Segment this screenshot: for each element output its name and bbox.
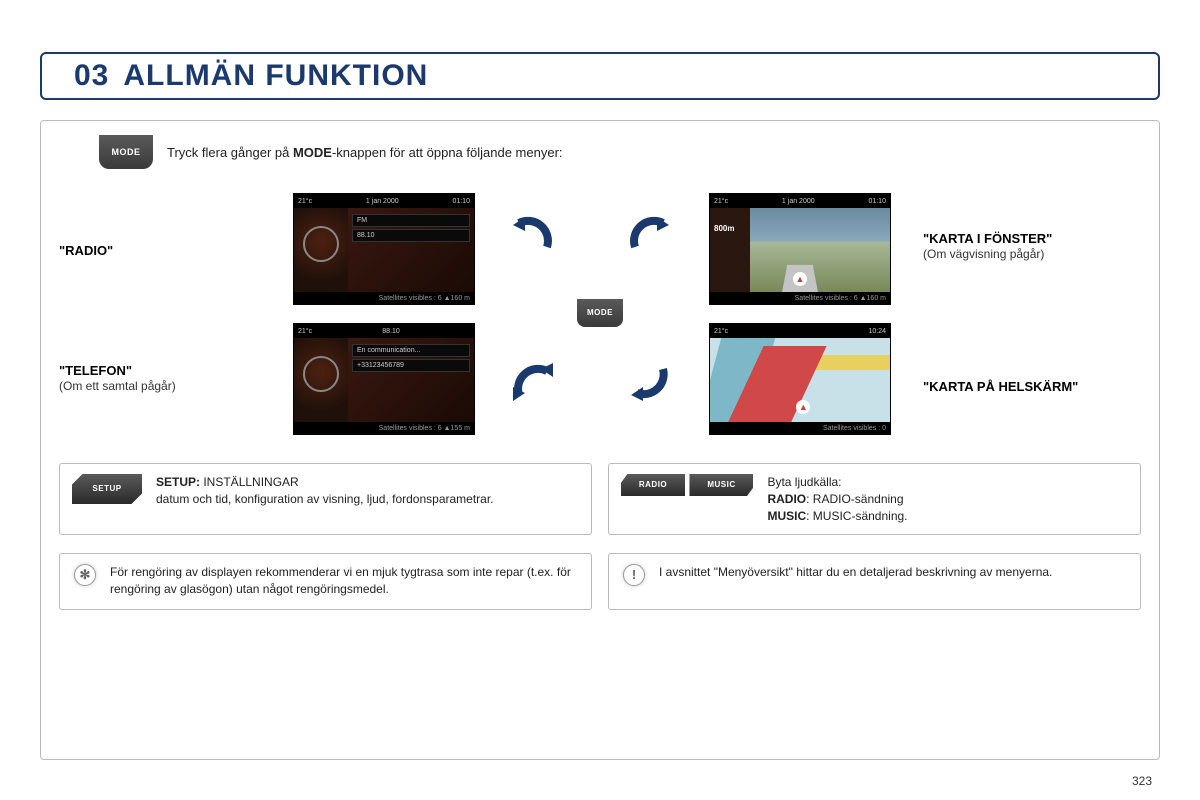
radio-info: FM 88.10 <box>348 208 474 292</box>
source-text: Byta ljudkälla: RADIO: RADIO-sändning MU… <box>767 474 907 524</box>
arrow-icon <box>629 361 673 405</box>
screen-topbar: 21°c 88.10 <box>294 324 474 338</box>
page-number: 323 <box>1132 774 1152 788</box>
page-title: 03 ALLMÄN FUNKTION <box>42 59 428 93</box>
arrow-icon <box>509 213 553 257</box>
setup-text: SETUP: INSTÄLLNINGAR datum och tid, konf… <box>156 474 494 508</box>
tip-cleaning: ✻ För rengöring av displayen rekommender… <box>59 553 592 610</box>
screen-topbar: 21°c 10:24 <box>710 324 890 338</box>
alert-icon: ! <box>623 564 645 586</box>
tip-menuref: ! I avsnittet "Menyöversikt" hittar du e… <box>608 553 1141 610</box>
section-number: 03 <box>74 59 109 92</box>
screen-botbar: Satellites visibles : 6 ▲155 m <box>294 422 474 434</box>
label-telefon: "TELEFON" (Om ett samtal pågår) <box>59 363 176 393</box>
compass-icon: ▲ <box>796 400 810 414</box>
setup-box: SETUP SETUP: INSTÄLLNINGAR datum och tid… <box>59 463 592 535</box>
phone-info: En communication... +33123456789 <box>348 338 474 422</box>
compass-icon: ▲ <box>793 272 807 286</box>
source-buttons: RADIO MUSIC <box>621 474 753 500</box>
clock-panel <box>294 338 348 422</box>
screen-topbar: 21°c 1 jan 2000 01:10 <box>710 194 890 208</box>
header-bar: 03 ALLMÄN FUNKTION <box>40 52 1160 100</box>
screen-botbar: Satellites visibles : 0 <box>710 422 890 434</box>
tip-text: För rengöring av displayen rekommenderar… <box>110 564 577 599</box>
label-map-window: "KARTA I FÖNSTER" (Om vägvisning pågår) <box>923 231 1052 261</box>
intro-text: Tryck flera gånger på MODE-knappen för a… <box>167 145 563 160</box>
center-mode-button: MODE <box>577 299 623 327</box>
tip-text: I avsnittet "Menyöversikt" hittar du en … <box>659 564 1052 581</box>
label-map-full: "KARTA PÅ HELSKÄRM" <box>923 379 1078 394</box>
screen-phone: 21°c 88.10 En communication... +33123456… <box>293 323 475 435</box>
screen-topbar: 21°c 1 jan 2000 01:10 <box>294 194 474 208</box>
intro-row: MODE Tryck flera gånger på MODE-knappen … <box>99 135 1141 169</box>
setup-button-icon: SETUP <box>72 474 142 504</box>
screen-map-window: 21°c 1 jan 2000 01:10 800m ▲ Satellites … <box>709 193 891 305</box>
map-full: ▲ <box>710 338 890 422</box>
screen-radio: 21°c 1 jan 2000 01:10 FM 88.10 Satellite… <box>293 193 475 305</box>
main-frame: MODE Tryck flera gånger på MODE-knappen … <box>40 120 1160 760</box>
info-boxes: SETUP SETUP: INSTÄLLNINGAR datum och tid… <box>59 463 1141 535</box>
screen-map-full: 21°c 10:24 ▲ Satellites visibles : 0 <box>709 323 891 435</box>
lightbulb-icon: ✻ <box>74 564 96 586</box>
arrow-icon <box>509 361 553 405</box>
section-title: ALLMÄN FUNKTION <box>123 59 428 92</box>
tip-boxes: ✻ För rengöring av displayen rekommender… <box>59 553 1141 610</box>
clock-panel <box>294 208 348 292</box>
source-box: RADIO MUSIC Byta ljudkälla: RADIO: RADIO… <box>608 463 1141 535</box>
mode-button-icon: MODE <box>99 135 153 169</box>
screen-botbar: Satellites visibles : 6 ▲160 m <box>710 292 890 304</box>
mode-diagram: 21°c 1 jan 2000 01:10 FM 88.10 Satellite… <box>59 193 1141 483</box>
label-radio: "RADIO" <box>59 243 113 258</box>
arrow-icon <box>629 213 673 257</box>
screen-botbar: Satellites visibles : 6 ▲160 m <box>294 292 474 304</box>
map-preview: 800m ▲ <box>710 208 890 292</box>
